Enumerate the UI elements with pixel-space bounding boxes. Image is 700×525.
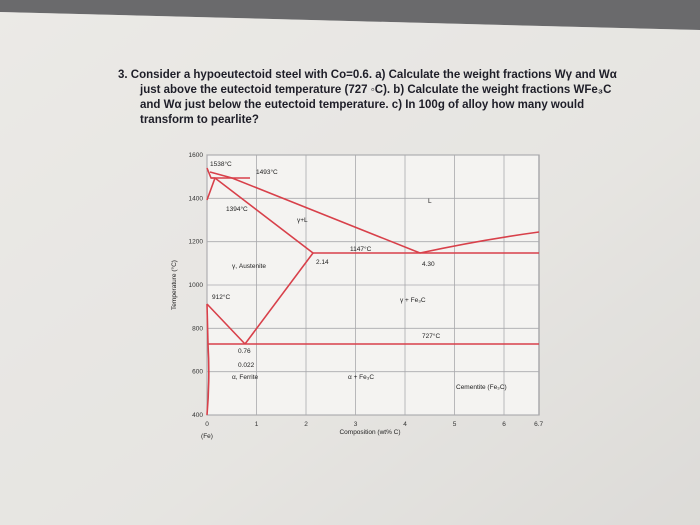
delta-boundary xyxy=(206,177,216,201)
y-axis-label: Temperature (°C) xyxy=(170,260,178,310)
question-line: and Wα just below the eutectoid temperat… xyxy=(140,99,584,111)
ferrite-solvus xyxy=(206,343,210,416)
y-tick-label: 600 xyxy=(192,369,203,376)
phase-label: 727°C xyxy=(422,332,440,340)
x-tick-label: 1 xyxy=(255,421,259,428)
phase-label: 912°C xyxy=(212,293,230,301)
y-tick-label: 1600 xyxy=(189,152,204,159)
phase-label: 0.022 xyxy=(238,362,255,369)
y-tick-label: 1400 xyxy=(189,195,204,202)
x-tick-label: 4 xyxy=(403,421,407,428)
phase-label: α, Ferrite xyxy=(232,374,259,381)
x-tick-label: 5 xyxy=(453,421,457,428)
phase-label: γ, Austenite xyxy=(232,263,266,270)
phase-label: L xyxy=(428,198,432,205)
question-line: transform to pearlite? xyxy=(140,114,259,126)
x-tick-label: 6 xyxy=(502,421,506,428)
phase-diagram: Temperature (°C) Composition (wt% C) (Fe… xyxy=(170,152,544,440)
y-tick-label: 1000 xyxy=(189,282,204,289)
acm-line xyxy=(244,252,314,345)
phase-label: 1538°C xyxy=(210,160,232,168)
y-tick-label: 400 xyxy=(192,412,203,419)
phase-label: γ + Fe₃C xyxy=(400,297,426,304)
x-tick-label: 0 xyxy=(205,421,209,428)
x-tick-label: 2 xyxy=(304,421,308,428)
question-line: just above the eutectoid temperature (72… xyxy=(139,84,611,96)
phase-label: 4.30 xyxy=(422,261,435,268)
liquidus-right xyxy=(419,231,540,254)
phase-label: 0.76 xyxy=(238,348,251,355)
x-origin-label: (Fe) xyxy=(201,433,213,440)
y-tick-label: 800 xyxy=(192,325,203,332)
phase-label: 1493°C xyxy=(256,168,278,176)
phase-label: α + Fe₃C xyxy=(348,374,374,381)
phase-label: 1147°C xyxy=(350,245,372,253)
y-tick-label: 1200 xyxy=(189,239,204,246)
x-tick-label: 6.7 xyxy=(534,421,543,428)
phase-label: Cementite (Fe₃C) xyxy=(456,384,507,391)
phase-label: 2.14 xyxy=(316,259,329,266)
phase-label: 1394°C xyxy=(226,205,248,213)
phase-lines xyxy=(206,167,540,416)
question-line: 3. Consider a hypoeutectoid steel with C… xyxy=(118,69,617,81)
ferrite-boundary xyxy=(206,303,209,345)
question: 3. Consider a hypoeutectoid steel with C… xyxy=(118,69,617,126)
screen-bezel xyxy=(0,0,700,30)
a3-line xyxy=(206,303,246,345)
x-axis-label: Composition (wt% C) xyxy=(339,429,400,436)
phase-label: γ+L xyxy=(297,217,308,224)
grid xyxy=(206,154,540,416)
x-tick-label: 3 xyxy=(354,421,358,428)
